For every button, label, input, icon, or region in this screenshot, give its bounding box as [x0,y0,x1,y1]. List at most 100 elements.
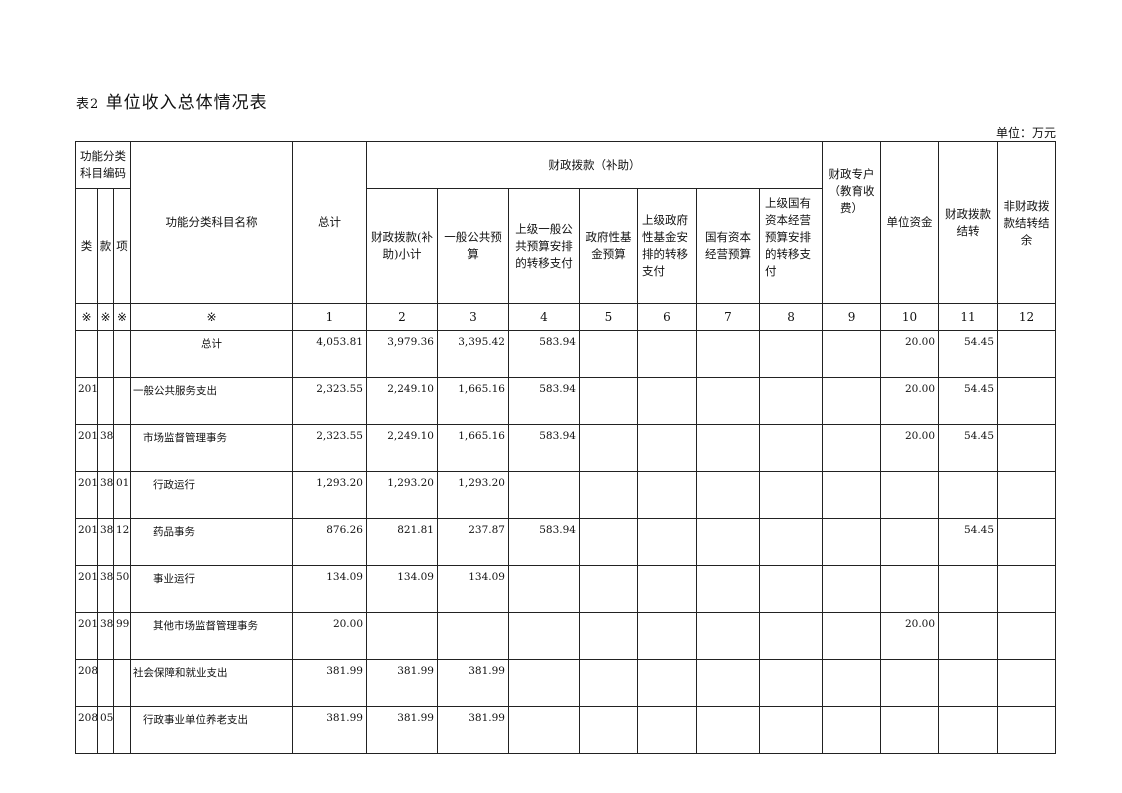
column-index-row: ※ ※ ※ ※ 1 2 3 4 5 6 7 8 9 10 11 12 [75,303,1057,331]
value-cell-6 [637,330,697,378]
value-cell-5 [579,330,638,378]
column-index-cell: 6 [637,303,697,331]
value-cell-1: 2,323.55 [292,424,367,472]
value-cell-11 [938,612,999,660]
code-lei: 201 [75,565,98,613]
value-cell-12 [997,377,1057,425]
table-row: 208 05 行政事业单位养老支出 381.99 381.99 381.99 [75,706,1057,754]
value-cell-7 [696,706,760,754]
header-name: 功能分类科目名称 [130,141,293,304]
header-fiscal-group: 财政拨款（补助） [365,141,824,189]
header-c8-text: 上级国有资本经营预算安排的转移支付 [765,196,811,278]
code-kuan: 38 [97,424,114,472]
column-index-cell: ※ [130,303,293,331]
column-index-cell: 10 [880,303,940,331]
value-cell-4 [508,471,580,519]
value-cell-9 [822,659,882,707]
value-cell-9 [822,377,882,425]
code-xiang [113,330,131,378]
value-cell-11: 54.45 [938,377,999,425]
column-index-cell: 9 [822,303,882,331]
value-cell-1: 20.00 [292,612,367,660]
table-row: 201 38 99 其他市场监督管理事务 20.00 20.00 [75,612,1057,660]
header-c7-text: 国有资本经营预算 [705,230,751,261]
item-name: 社会保障和就业支出 [130,659,293,707]
value-cell-8 [758,424,824,472]
column-index-cell: 2 [366,303,438,331]
code-xiang: 50 [113,565,131,613]
unit-label: 单位：万元 [995,126,1056,140]
item-name: 一般公共服务支出 [130,377,293,425]
table-number: 表2 [76,97,100,112]
table-row: 201 一般公共服务支出 2,323.55 2,249.10 1,665.16 583.9… [75,377,1057,425]
header-code-group: 功能分类科目编码 [75,141,131,189]
value-cell-2: 1,293.20 [366,471,438,519]
value-cell-8 [758,518,824,566]
header-c9: 财政专户（教育收费） [822,141,882,304]
value-cell-3: 381.99 [437,706,509,754]
code-kuan [97,330,114,378]
header-total: 总计 [292,141,367,304]
header-total-text: 总计 [318,215,341,229]
value-cell-5 [579,518,638,566]
column-index-cell: ※ [97,303,114,331]
column-index-cell: 11 [938,303,999,331]
value-cell-6 [637,565,697,613]
code-xiang [113,706,131,754]
code-kuan [97,377,114,425]
item-name: 行政事业单位养老支出 [130,706,293,754]
value-cell-2: 381.99 [366,659,438,707]
value-cell-3: 1,665.16 [437,377,509,425]
value-cell-8 [758,471,824,519]
value-cell-6 [637,377,697,425]
header-c12-text: 非财政拨款结转结余 [1003,199,1050,247]
value-cell-9 [822,706,882,754]
value-cell-4: 583.94 [508,330,580,378]
item-name: 事业运行 [130,565,293,613]
code-lei [75,330,98,378]
header-c4-text: 上级一般公共预算安排的转移支付 [515,221,573,270]
value-cell-12 [997,471,1057,519]
header-c6-text: 上级政府性基金安排的转移支付 [642,213,688,278]
value-cell-3: 381.99 [437,659,509,707]
page-title: 表2 单位收入总体情况表 [76,88,268,113]
header-c10-text: 单位资金 [886,215,933,229]
code-kuan: 38 [97,612,114,660]
value-cell-11: 54.45 [938,424,999,472]
value-cell-8 [758,612,824,660]
value-cell-5 [579,612,638,660]
value-cell-2: 2,249.10 [366,424,438,472]
value-cell-1: 381.99 [292,706,367,754]
value-cell-3: 134.09 [437,565,509,613]
code-xiang [113,659,131,707]
value-cell-2: 3,979.36 [366,330,438,378]
header-c8: 上级国有资本经营预算安排的转移支付 [758,188,824,304]
value-cell-7 [696,424,760,472]
header-c3-text: 一般公共预算 [444,230,502,261]
code-lei: 201 [75,518,98,566]
column-index-cell: ※ [75,303,98,331]
code-lei: 201 [75,424,98,472]
value-cell-5 [579,424,638,472]
value-cell-12 [997,424,1057,472]
value-cell-10 [880,706,940,754]
column-index-cell: ※ [113,303,131,331]
header-kuan: 款 [97,188,114,304]
value-cell-10: 20.00 [880,330,940,378]
header-c7: 国有资本经营预算 [696,188,760,304]
value-cell-4 [508,706,580,754]
code-kuan: 05 [97,706,114,754]
value-cell-2: 134.09 [366,565,438,613]
value-cell-7 [696,330,760,378]
value-cell-4 [508,565,580,613]
column-index-cell: 4 [508,303,580,331]
table-row: 201 38 01 行政运行 1,293.20 1,293.20 1,293.20 [75,471,1057,519]
code-kuan [97,659,114,707]
column-index-cell: 8 [758,303,824,331]
value-cell-4 [508,612,580,660]
value-cell-2: 2,249.10 [366,377,438,425]
header-c5-text: 政府性基金预算 [585,230,632,261]
value-cell-3: 237.87 [437,518,509,566]
code-lei: 201 [75,612,98,660]
value-cell-12 [997,612,1057,660]
